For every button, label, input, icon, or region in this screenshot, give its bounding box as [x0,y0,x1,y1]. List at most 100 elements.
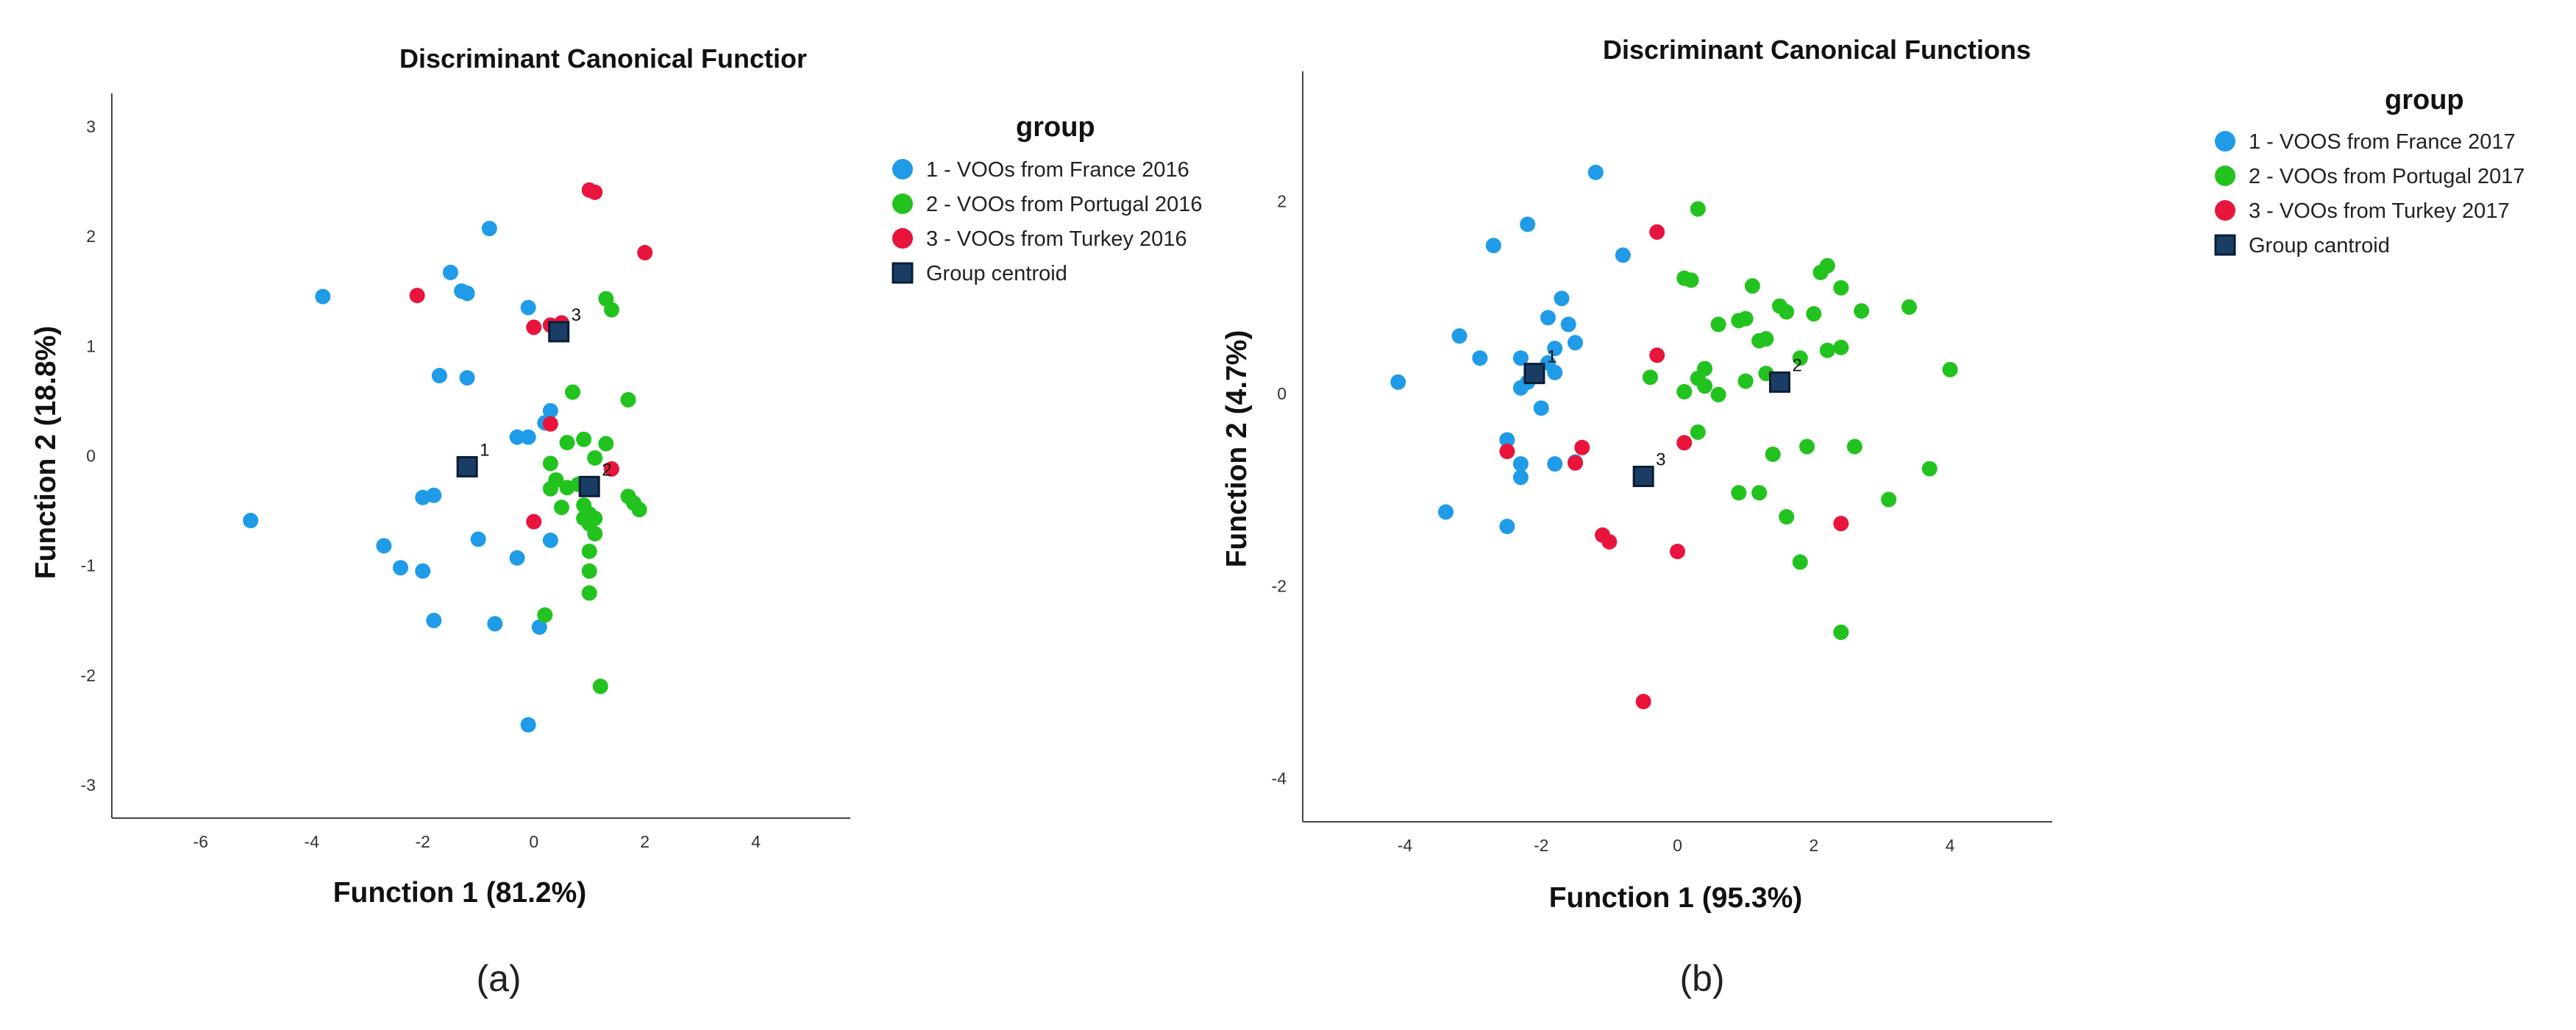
data-point-group-1 [426,612,442,628]
chart-b-x-ticks: -4 -2 0 2 4 [1398,836,1955,855]
data-point-group-1 [531,619,547,635]
data-point-group-2 [1758,331,1774,347]
chart-b-legend-title: group [2385,85,2464,116]
x-tick-label: 4 [751,832,761,851]
data-point-group-1 [1512,456,1529,472]
data-point-group-2 [1779,304,1795,320]
data-point-group-1 [1438,504,1454,520]
chart-b: Discriminant Canonical Functions -4 -2 0 2 4… [1221,35,2525,999]
data-point-group-3 [1601,533,1618,550]
data-point-group-3 [637,244,653,260]
data-point-group-1 [415,563,431,579]
y-tick-label: 1 [86,336,96,355]
panel-b-label: (b) [1679,958,1724,999]
data-point-group-2 [603,302,619,318]
data-point-group-2 [1799,438,1815,455]
chart-a-legend-title: group [1016,112,1095,143]
data-point-group-1 [481,221,497,237]
data-point-group-2 [1710,316,1726,333]
data-point-group-2 [581,585,597,601]
y-tick-label: 0 [1277,384,1287,403]
data-point-group-1 [520,717,536,733]
data-point-group-1 [1451,328,1467,344]
data-point-group-1 [1554,291,1570,307]
group-centroid-marker [548,321,570,343]
data-point-group-1 [1547,456,1563,472]
chart-a-y-label: Function 2 (18.8%) [30,326,62,580]
data-point-group-1 [1499,519,1515,535]
data-point-group-2 [587,450,603,466]
data-point-group-1 [1540,310,1556,326]
chart-a: Discriminant Canonical Functior -6 -4 -2 0 2… [30,43,1203,999]
data-point-group-2 [576,511,592,527]
data-point-group-1 [487,616,503,632]
data-point-group-1 [509,550,525,566]
y-tick-label: 2 [86,227,96,246]
x-tick-label: 4 [1946,836,1955,855]
data-point-group-2 [1744,278,1760,294]
legend-entry-label: Group centroid [926,262,1067,285]
data-point-group-2 [1819,258,1835,274]
data-point-group-2 [1806,306,1822,322]
chart-b-legend-entries: 1 - VOOS from France 2017 2 - VOOs from P… [2214,130,2525,258]
legend-marker-group-3 [892,228,913,249]
centroid-label: 2 [602,460,611,480]
centroid-label: 2 [1792,355,1801,375]
data-point-group-3 [1568,455,1584,471]
x-tick-label: 0 [529,832,538,851]
data-point-group-2 [592,678,608,695]
data-point-group-1 [1568,335,1584,351]
data-point-group-1 [1499,432,1515,448]
x-tick-label: -6 [193,832,208,851]
data-point-group-3 [1635,694,1651,710]
chart-a-title: Discriminant Canonical Functior [399,43,807,74]
data-point-group-2 [542,480,558,497]
data-point-group-3 [542,416,558,432]
data-point-group-2 [1731,485,1747,501]
centroid-label: 1 [480,440,489,460]
data-point-group-1 [1547,341,1563,357]
data-point-group-1 [542,532,558,548]
chart-a-legend-entries: 1 - VOOs from France 2016 2 - VOOs from P… [892,158,1203,285]
data-point-group-2 [620,391,636,408]
data-point-group-3 [1833,516,1849,532]
data-point-group-2 [576,431,592,447]
data-point-group-1 [470,531,486,547]
y-tick-label: 3 [86,117,96,136]
chart-a-points: 1 2 3 [243,182,653,733]
data-point-group-2 [1854,303,1870,319]
data-point-group-2 [1921,461,1938,477]
y-tick-label: -1 [81,556,96,575]
data-point-group-1 [426,487,442,503]
y-tick-label: 0 [86,447,96,466]
legend-marker-group-1 [2215,131,2235,152]
data-point-group-2 [1690,424,1706,440]
data-point-group-1 [542,402,558,419]
group-centroid-marker [578,475,600,497]
data-point-group-1 [1512,469,1529,486]
x-tick-label: -2 [416,832,430,851]
centroid-label: 1 [1547,347,1556,367]
y-tick-label: -3 [81,775,96,795]
data-point-group-2 [553,500,569,516]
chart-a-legend: group 1 - VOOs from France 2016 2 - VOOs … [892,112,1203,285]
data-point-group-2 [1833,339,1849,355]
data-point-group-1 [459,285,475,302]
data-point-group-1 [1485,238,1501,254]
data-point-group-3 [409,288,425,304]
data-point-group-1 [442,264,458,280]
data-point-group-1 [520,429,536,445]
data-point-group-2 [581,563,597,579]
legend-marker-group-2 [2215,166,2235,186]
legend-entry-label: 2 - VOOs from Portugal 2017 [2249,165,2525,188]
legend-entry-label: 3 - VOOs from Turkey 2016 [926,227,1187,251]
centroid-label: 3 [1656,450,1665,470]
x-tick-label: 2 [640,832,650,851]
x-tick-label: -4 [1398,836,1413,855]
chart-b-x-label: Function 1 (95.3%) [1549,882,1803,914]
data-point-group-1 [1472,350,1488,366]
chart-b-legend: group 1 - VOOS from France 2017 2 - VOOs … [2214,85,2525,258]
data-point-group-1 [431,368,447,384]
group-centroid-marker [1523,363,1545,385]
data-point-group-1 [1390,374,1406,390]
